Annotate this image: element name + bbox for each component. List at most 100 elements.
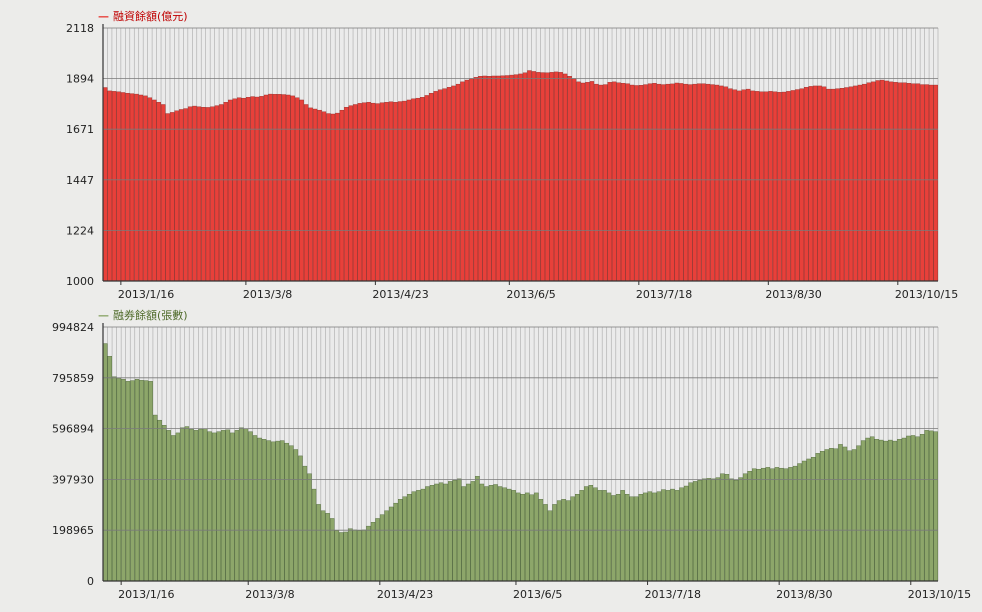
x-tick-label: 2013/10/15 (908, 588, 971, 601)
data-bar (844, 87, 849, 282)
chart-panel-2: 994824 795859 596894 397930 198965 0 2013/1/16… (52, 308, 971, 601)
data-bar (806, 458, 811, 582)
data-bar (320, 510, 326, 582)
data-bar (883, 440, 889, 582)
x-tick-label: 2013/10/15 (895, 288, 958, 301)
data-bar (706, 478, 712, 582)
x-tick-label: 2013/7/18 (645, 588, 701, 601)
data-bar (552, 504, 557, 582)
data-bar (370, 102, 376, 282)
data-bar (139, 380, 144, 582)
data-bar (502, 487, 507, 582)
data-bar (862, 83, 867, 282)
data-bar (211, 432, 217, 582)
data-bar (606, 492, 612, 582)
x-tick-label: 2013/1/16 (118, 588, 174, 601)
data-bar (230, 432, 235, 582)
data-bar (416, 490, 421, 582)
data-bar (621, 83, 626, 282)
data-bar (112, 91, 117, 282)
data-bar (624, 494, 630, 582)
data-bar (797, 463, 802, 582)
data-bar (228, 99, 233, 282)
data-bar (311, 488, 317, 582)
bar-series (103, 70, 938, 282)
data-bar (166, 430, 171, 582)
data-bar (808, 86, 813, 282)
data-bar (520, 494, 525, 582)
data-bar (670, 488, 675, 582)
data-bar (446, 87, 452, 282)
data-bar (120, 92, 126, 282)
data-bar (597, 490, 603, 582)
data-bar (198, 428, 203, 582)
data-bar (442, 88, 447, 282)
data-bar (615, 494, 621, 582)
y-tick-label: 1894 (66, 73, 94, 86)
data-bar (933, 84, 938, 282)
data-bar (919, 434, 925, 582)
data-bar (221, 430, 226, 582)
data-bar (348, 528, 353, 582)
data-bar (464, 79, 470, 282)
data-bar (652, 492, 657, 582)
y-tick-label: 397930 (52, 473, 94, 486)
data-bar (920, 84, 925, 282)
data-bar (842, 446, 848, 582)
data-bar (125, 92, 130, 282)
data-bar (579, 490, 584, 582)
data-bar (788, 467, 793, 582)
data-bar (866, 82, 871, 282)
data-bar (339, 532, 344, 582)
data-bar (103, 87, 108, 282)
data-bar (270, 441, 276, 582)
data-bar (625, 83, 630, 282)
data-bar (750, 90, 755, 282)
data-bar (911, 83, 916, 282)
data-bar (674, 490, 680, 582)
data-bar (326, 113, 331, 282)
data-bar (742, 473, 748, 582)
data-bar (741, 89, 746, 282)
data-bar (286, 94, 291, 282)
data-bar (538, 499, 544, 582)
data-bar (756, 468, 761, 582)
data-bar (714, 84, 720, 282)
data-bar (556, 500, 562, 582)
data-bar (187, 106, 193, 282)
data-bar (670, 83, 675, 282)
y-tick-label: 0 (87, 575, 94, 588)
data-bar (826, 88, 831, 282)
data-bar (402, 100, 407, 282)
data-bar (125, 381, 131, 582)
data-bar (237, 97, 242, 282)
data-bar (792, 465, 798, 582)
data-bar (570, 496, 575, 582)
data-bar (388, 101, 394, 282)
data-bar (216, 431, 221, 582)
data-bar (774, 467, 780, 582)
data-bar (411, 98, 416, 282)
data-bar (529, 494, 535, 582)
data-bar (897, 439, 902, 582)
data-bar (317, 109, 322, 282)
data-bar (683, 83, 688, 282)
data-bar (705, 83, 711, 282)
x-tick-label: 2013/8/30 (776, 588, 832, 601)
data-bar (277, 94, 282, 282)
data-bar (307, 473, 312, 582)
data-bar (201, 107, 206, 282)
data-bar (493, 484, 498, 582)
data-bar (329, 518, 335, 582)
data-bar (254, 96, 260, 282)
data-bar (763, 91, 769, 282)
data-bar (652, 83, 657, 282)
data-bar (210, 106, 215, 282)
data-bar (558, 72, 563, 282)
data-bar (475, 476, 480, 582)
data-bar (299, 99, 304, 282)
data-bar (304, 104, 309, 282)
data-bar (580, 82, 586, 282)
data-bar (370, 522, 376, 582)
